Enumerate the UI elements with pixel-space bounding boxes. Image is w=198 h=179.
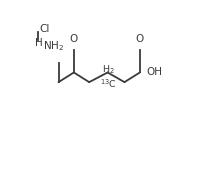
Text: H$_2$: H$_2$ [102,64,115,76]
Text: NH$_2$: NH$_2$ [43,39,65,53]
Text: OH: OH [146,67,162,78]
Text: O: O [70,33,78,43]
Text: H: H [35,38,43,48]
Text: Cl: Cl [39,24,50,34]
Text: $^{13}$C: $^{13}$C [100,77,117,90]
Text: O: O [136,33,144,43]
